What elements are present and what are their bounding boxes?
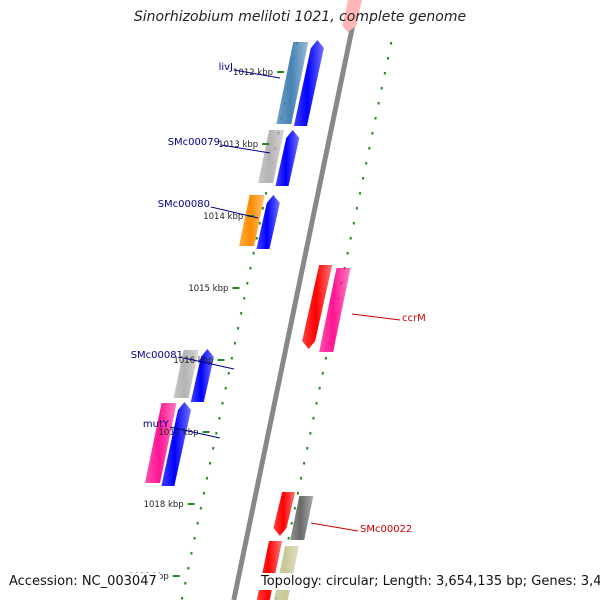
cog-block-ccrM [319,268,351,352]
tick-label-6: 1018 kbp [144,500,184,510]
leader-line-SMc00081 [183,357,235,370]
tick-label-1: 1013 kbp [218,140,258,150]
gene-label-SMc00080: SMc00080 [158,199,210,210]
leader-line-SMc00080 [210,206,259,219]
gene-arrow-SMc00080 [256,195,280,249]
gene-arrow-SMc00022 [273,492,296,536]
tick-label-4: 1016 kbp [173,356,213,366]
gene-label-livJ: livJ [219,62,233,73]
tick-label-3: 1015 kbp [188,284,228,294]
leader-line-ccrM [351,313,401,321]
cog-block-livJ [276,42,309,124]
cog-block-SMc00022 [290,496,314,540]
gene-label-SMc00079: SMc00079 [168,137,220,148]
gene-arrow-mutY [161,402,191,486]
leader-line-mutY [169,426,221,439]
leader-line-SMc00079 [220,144,271,154]
accession-label: Accession: NC_003047 [6,573,160,590]
gene-label-SMc00081: SMc00081 [131,350,183,361]
cog-block-SMc00079 [258,130,285,183]
tick-label-5: 1017 kbp [159,428,199,438]
gene-label-ccrM: ccrM [402,313,426,324]
tick-label-2: 1014 kbp [203,212,243,222]
gene-label-mutY: mutY [143,419,170,430]
cog-block-SMc00080 [239,195,265,246]
cog-block-SMc00081 [173,350,199,398]
leader-line-SMc00022 [310,522,359,532]
gene-arrow-ccrM [302,265,333,349]
cog-block-mutY [145,403,177,483]
gene-label-SMc00022: SMc00022 [360,524,412,535]
gene-arrow-livJ [293,40,324,126]
genome-backbone [231,0,361,600]
genome-summary: Topology: circular; Length: 3,654,135 bp… [258,573,600,590]
leader-line-livJ [233,69,281,79]
gene-arrow-top-partial [342,0,362,32]
map-title: Sinorhizobium meliloti 1021, complete ge… [133,9,467,25]
gene-arrow-SMc00079 [275,130,300,186]
gene-arrow-SMc00081 [190,349,214,402]
